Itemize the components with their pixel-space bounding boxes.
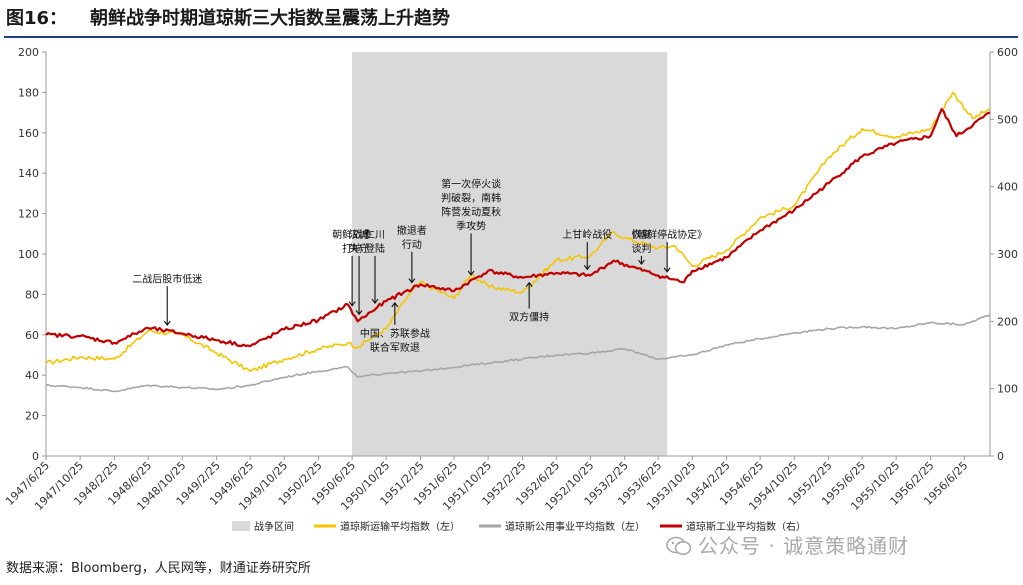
annotation-arrow: [408, 251, 416, 284]
annotation-11: 《朝鲜停战协定》: [627, 228, 707, 273]
title-divider: [4, 36, 1018, 38]
annotation-text: 恢复: [631, 228, 651, 241]
annotation-text: 行动: [402, 238, 422, 251]
annotation-arrow: [583, 241, 591, 271]
right-tick-label: 200: [997, 315, 1018, 328]
right-tick-label: 400: [997, 181, 1018, 194]
series-line-1: [45, 91, 991, 372]
annotation-1: 二战后股市低迷: [132, 272, 202, 326]
right-tick-label: 100: [997, 383, 1018, 396]
war-period-shade: [352, 52, 668, 456]
annotation-arrow: [355, 255, 363, 316]
annotation-text: 联合军败退: [370, 341, 420, 354]
annotation-text: 双方僵持: [509, 311, 549, 324]
left-tick-label: 140: [18, 167, 39, 180]
annotation-arrow: [525, 281, 533, 309]
annotation-text: 登陆: [365, 242, 385, 255]
annotation-arrow: [371, 255, 379, 304]
right-tick-label: 600: [997, 46, 1018, 59]
annotation-arrow: [467, 233, 475, 276]
series-line-2: [45, 313, 991, 393]
annotation-text: 季攻势: [456, 219, 486, 232]
legend-label-2: 道琼斯公用事业平均指数（左）: [505, 520, 645, 533]
annotation-arrow: [348, 255, 356, 307]
figure-title-text: 朝鲜战争时期道琼斯三大指数呈震荡上升趋势: [90, 8, 450, 29]
annotation-arrow: [163, 286, 171, 326]
annotation-text: 仁川: [365, 229, 385, 241]
left-tick-label: 160: [18, 127, 39, 140]
annotation-text: 《朝鲜停战协定》: [627, 228, 707, 241]
legend-swatch-war-period: [232, 521, 250, 531]
annotation-text: 阵营发动夏秋: [441, 205, 501, 218]
left-tick-label: 180: [18, 86, 39, 99]
legend-label-1: 道琼斯运输平均指数（左）: [340, 520, 460, 533]
left-tick-label: 0: [32, 450, 39, 463]
watermark-text: 公众号 · 诚意策略通财: [698, 534, 910, 558]
left-tick-label: 120: [18, 208, 39, 221]
right-tick-label: 500: [997, 113, 1018, 126]
annotation-text: 失守: [349, 242, 369, 255]
left-tick-label: 20: [25, 410, 39, 423]
legend-label-3: 道琼斯工业平均指数（右）: [686, 520, 806, 533]
annotation-9: 上甘岭战役: [562, 228, 612, 271]
left-tick-label: 200: [18, 46, 39, 59]
left-tick-label: 40: [25, 369, 39, 382]
annotation-text: 上甘岭战役: [562, 228, 612, 241]
figure-number: 图16：: [6, 8, 68, 29]
right-tick-label: 300: [997, 248, 1018, 261]
annotation-text: 第一次停火谈: [441, 177, 501, 190]
watermark: 公众号 · 诚意策略通财: [666, 530, 909, 559]
left-tick-label: 60: [25, 329, 39, 342]
annotation-text: 谈判: [631, 242, 651, 255]
annotation-arrow: [391, 301, 399, 325]
annotation-text: 判破裂，南韩: [441, 191, 501, 204]
annotation-text: 打响: [342, 242, 362, 255]
series-line-3: [45, 108, 991, 348]
right-tick-label: 0: [997, 450, 1004, 463]
source-note: 数据来源：Bloomberg，人民网等，财通证券研究所: [6, 561, 311, 576]
annotation-text: 二战后股市低迷: [132, 272, 202, 285]
wechat-icon: [666, 536, 692, 555]
left-tick-label: 100: [18, 248, 39, 261]
annotation-text: 中国、苏联参战: [360, 327, 430, 340]
annotation-text: 朝鲜战争: [332, 228, 372, 241]
annotation-text: 撤退者: [397, 224, 427, 237]
left-tick-label: 80: [25, 288, 39, 301]
annotation-text: 汉城: [349, 229, 369, 241]
annotation-8: 双方僵持: [509, 281, 549, 324]
annotation-arrow: [663, 241, 671, 273]
annotation-arrow: [638, 255, 645, 265]
figure-title: 图16： 朝鲜战争时期道琼斯三大指数呈震荡上升趋势: [6, 4, 1016, 34]
legend-label-0: 战争区间: [254, 520, 294, 533]
